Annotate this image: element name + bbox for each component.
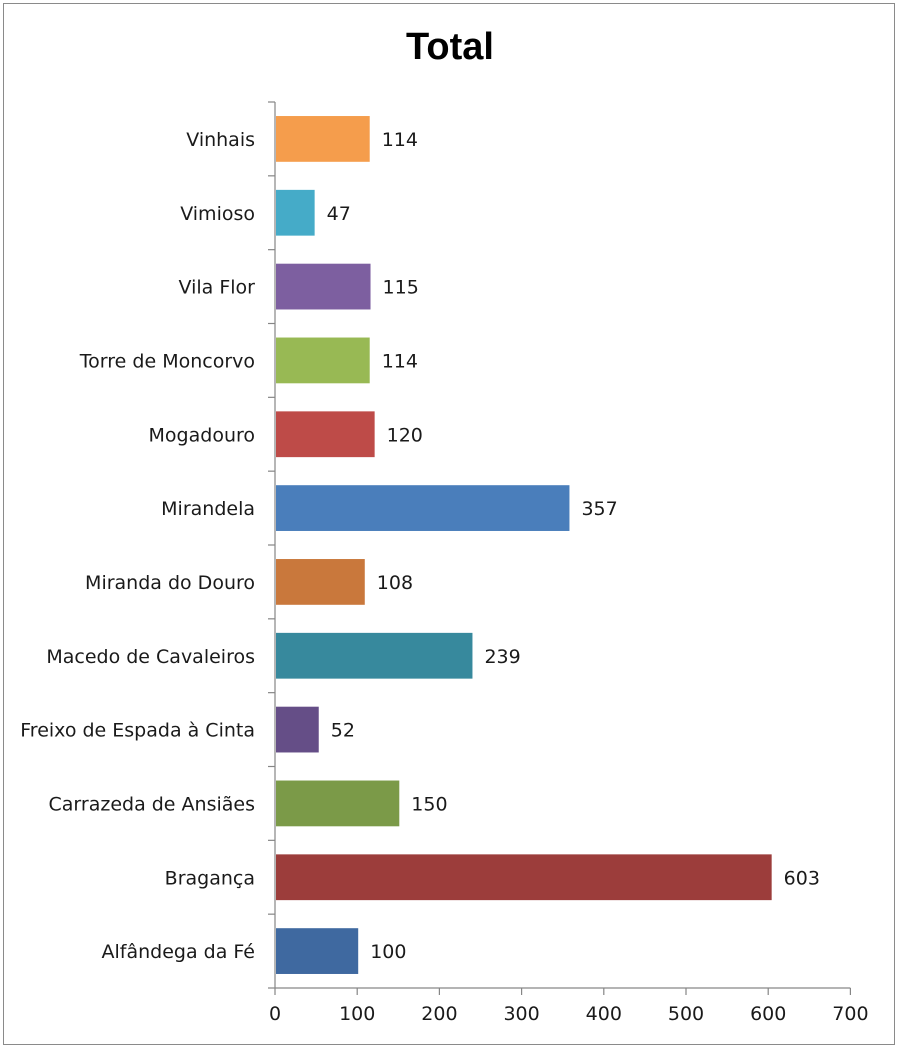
bar bbox=[276, 559, 365, 605]
x-tick-label: 600 bbox=[750, 1003, 786, 1025]
chart-title: Total bbox=[406, 26, 494, 68]
category-label: Torre de Moncorvo bbox=[79, 350, 255, 372]
bar bbox=[276, 706, 319, 753]
bar bbox=[276, 116, 370, 162]
bar bbox=[276, 189, 315, 236]
x-tick-label: 700 bbox=[832, 1003, 868, 1025]
data-label: 115 bbox=[383, 277, 419, 299]
data-label: 114 bbox=[382, 350, 418, 372]
data-label: 120 bbox=[387, 424, 423, 446]
data-label: 357 bbox=[581, 498, 617, 520]
data-label: 239 bbox=[484, 646, 520, 668]
bar bbox=[276, 632, 473, 679]
category-label: Freixo de Espada à Cinta bbox=[20, 720, 255, 742]
bar bbox=[276, 485, 570, 531]
x-tick-label: 400 bbox=[586, 1003, 622, 1025]
category-label: Miranda do Douro bbox=[85, 572, 255, 594]
category-label: Macedo de Cavaleiros bbox=[46, 646, 255, 668]
bar bbox=[276, 263, 371, 310]
x-tick-label: 100 bbox=[339, 1003, 375, 1025]
data-label: 100 bbox=[370, 941, 406, 963]
data-label: 603 bbox=[784, 867, 820, 889]
x-tick-label: 0 bbox=[269, 1003, 281, 1025]
bar bbox=[276, 854, 772, 901]
category-label: Mirandela bbox=[161, 498, 255, 520]
data-label: 150 bbox=[411, 793, 447, 815]
data-label: 108 bbox=[377, 572, 413, 594]
category-label: Mogadouro bbox=[149, 424, 255, 446]
data-label: 47 bbox=[327, 203, 351, 225]
category-label: Bragança bbox=[165, 867, 255, 889]
x-tick-label: 200 bbox=[421, 1003, 457, 1025]
data-label: 52 bbox=[331, 720, 355, 742]
category-label: Vimioso bbox=[180, 203, 255, 225]
bar bbox=[276, 780, 400, 827]
category-label: Carrazeda de Ansiães bbox=[49, 793, 256, 815]
category-label: Alfândega da Fé bbox=[102, 941, 255, 963]
bar bbox=[276, 928, 359, 974]
bar bbox=[276, 411, 375, 458]
category-label: Vinhais bbox=[186, 129, 255, 151]
x-tick-label: 500 bbox=[668, 1003, 704, 1025]
bar bbox=[276, 337, 370, 384]
x-tick-label: 300 bbox=[503, 1003, 539, 1025]
category-label: Vila Flor bbox=[179, 277, 256, 299]
data-label: 114 bbox=[382, 129, 418, 151]
